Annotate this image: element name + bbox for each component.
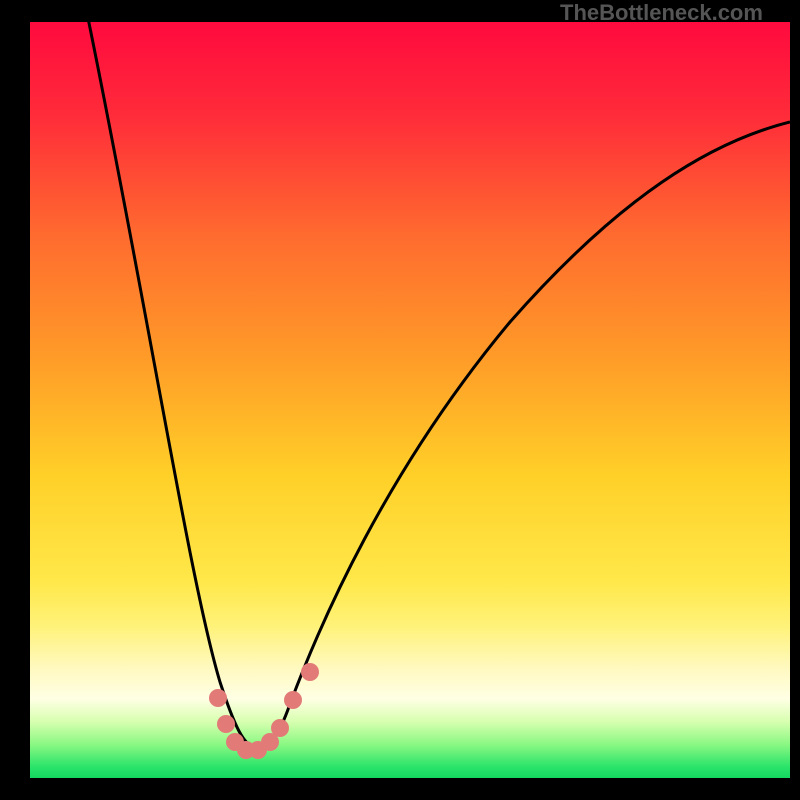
data-marker (217, 715, 235, 733)
plot-area (30, 22, 790, 778)
bottleneck-curve (88, 22, 790, 748)
data-marker (271, 719, 289, 737)
frame-border-bottom (0, 778, 800, 800)
frame-border-left (0, 0, 30, 800)
data-marker (209, 689, 227, 707)
marker-group (209, 663, 319, 759)
data-marker (284, 691, 302, 709)
curve-layer (30, 22, 790, 778)
attribution-label: TheBottleneck.com (560, 0, 763, 26)
frame-border-right (790, 0, 800, 800)
data-marker (301, 663, 319, 681)
chart-container: TheBottleneck.com (0, 0, 800, 800)
